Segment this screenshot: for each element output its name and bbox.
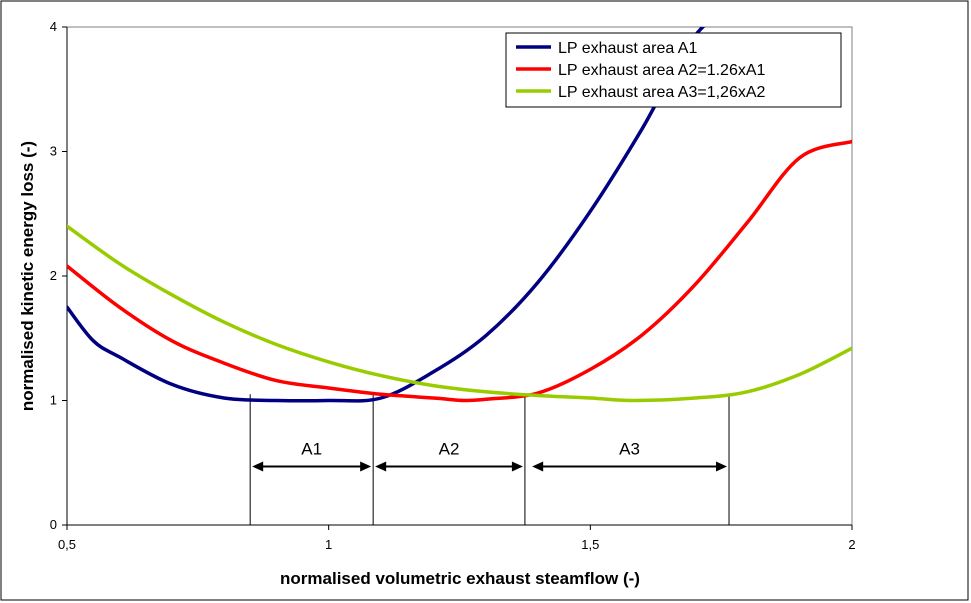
- range-arrow-head-left: [532, 461, 544, 472]
- y-axis-ticks: 0 1 2 3 4: [50, 19, 67, 532]
- range-arrow-head-left: [375, 461, 387, 472]
- legend-label: LP exhaust area A1: [558, 40, 697, 57]
- legend-box: [505, 32, 842, 108]
- range-arrow-head-right: [511, 461, 523, 472]
- range-annotations: A1 A2 A3: [249, 394, 730, 525]
- legend-entry-1: LP exhaust area A1: [516, 40, 697, 57]
- range-arrow-head-right: [716, 461, 728, 472]
- x-tick-label: 2: [848, 537, 855, 552]
- x-axis-title: normalised volumetric exhaust steamflow …: [280, 569, 640, 588]
- range-arrow-a1: A1: [252, 439, 372, 472]
- range-arrow-head-right: [360, 461, 372, 472]
- x-tick-label: 1: [325, 537, 332, 552]
- y-tick-label: 1: [50, 393, 57, 408]
- y-tick-label: 4: [50, 19, 57, 34]
- range-label: A2: [439, 439, 460, 458]
- range-arrow-a2: A2: [375, 439, 523, 472]
- legend: LP exhaust area A1 LP exhaust area A2=1.2…: [505, 32, 842, 108]
- y-axis-title: normalised kinetic energy loss (-): [18, 141, 37, 411]
- y-tick-label: 2: [50, 268, 57, 283]
- x-tick-label: 0,5: [58, 537, 76, 552]
- legend-entry-2: LP exhaust area A2=1.26xA1: [516, 62, 766, 79]
- range-label: A1: [301, 439, 322, 458]
- legend-entry-3: LP exhaust area A3=1,26xA2: [516, 84, 766, 101]
- range-arrow-a3: A3: [532, 439, 728, 472]
- x-tick-label: 1,5: [581, 537, 599, 552]
- legend-label: LP exhaust area A2=1.26xA1: [558, 62, 766, 79]
- range-label: A3: [619, 439, 640, 458]
- legend-label: LP exhaust area A3=1,26xA2: [558, 84, 766, 101]
- series-line-2: [67, 139, 852, 403]
- series-line-1: [67, 27, 706, 403]
- series-line-3: [67, 224, 852, 403]
- range-arrow-head-left: [252, 461, 264, 472]
- x-axis-ticks: 0,5 1 1,5 2: [58, 525, 856, 552]
- y-tick-label: 0: [50, 517, 57, 532]
- y-tick-label: 3: [50, 144, 57, 159]
- series-layer: [67, 27, 852, 403]
